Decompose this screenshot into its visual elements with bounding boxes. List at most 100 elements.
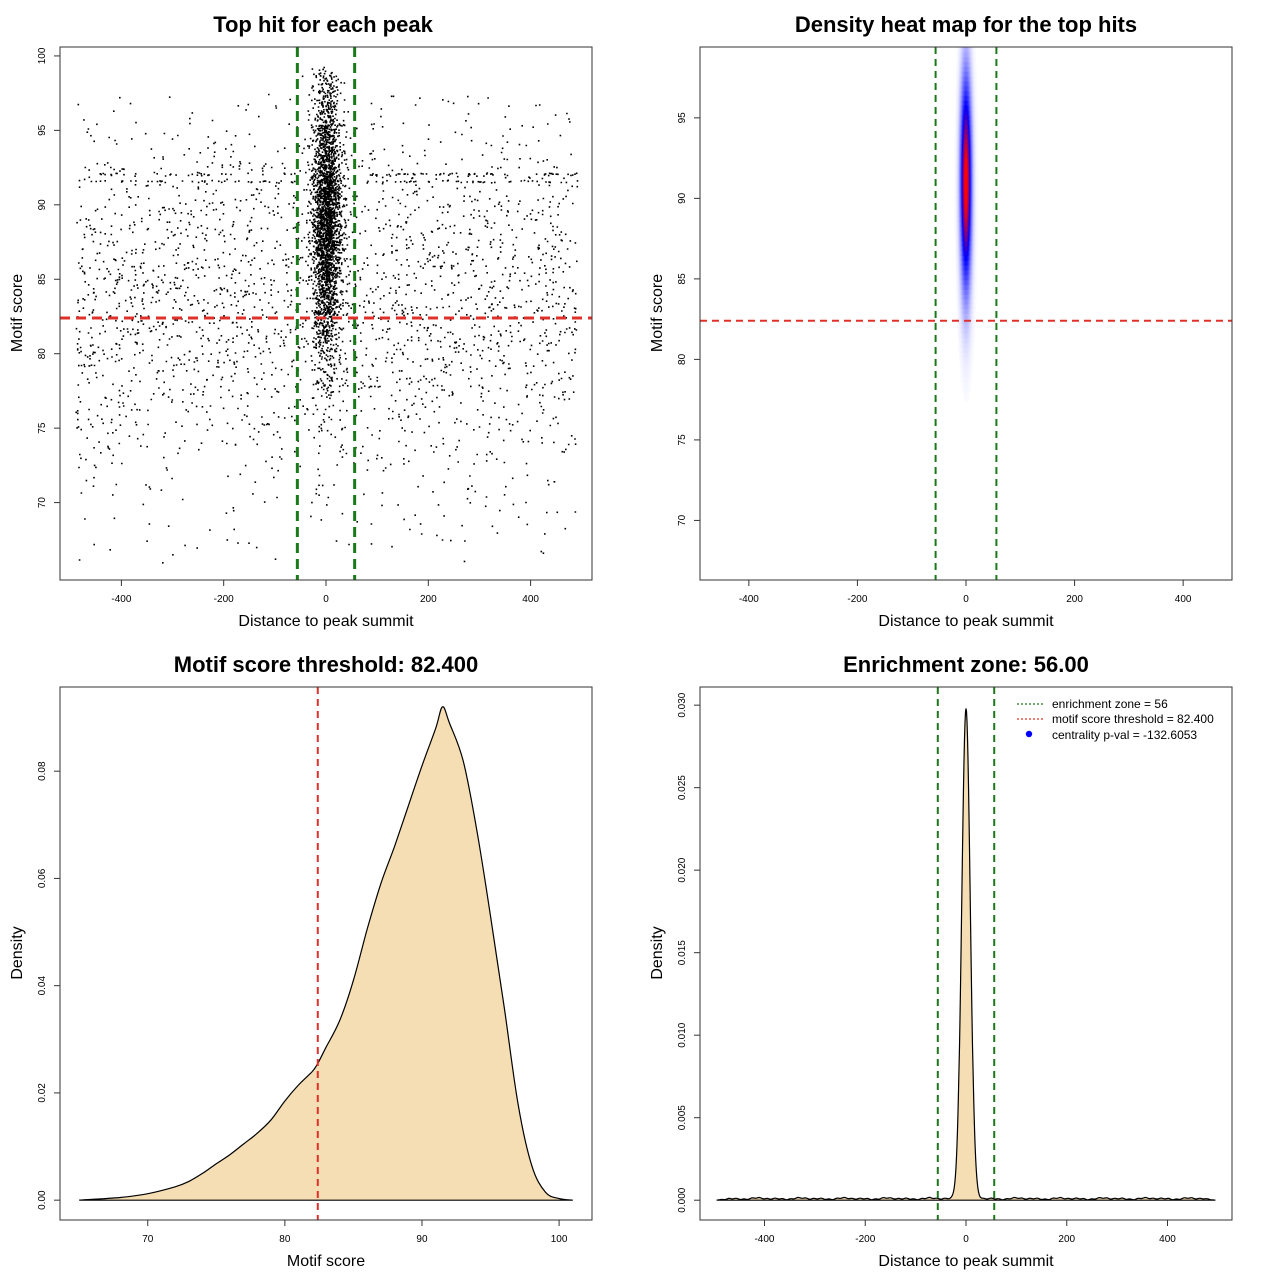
heatmap-cell: [964, 284, 966, 290]
heatmap-cell: [960, 192, 962, 198]
heatmap-cell: [955, 153, 957, 160]
heatmap-cell: [972, 100, 975, 106]
heatmap-cell: [966, 202, 968, 208]
heatmap-cell: [954, 226, 956, 232]
heatmap-cell: [955, 240, 958, 247]
heatmap-cell: [975, 139, 977, 145]
heatmap-cell: [970, 139, 973, 145]
heatmap-cell: [958, 284, 960, 290]
heatmap-cell: [966, 143, 969, 150]
heatmap-cell: [972, 323, 975, 329]
heatmap-cell: [960, 308, 962, 315]
heatmap-cell: [966, 139, 969, 145]
heatmap-cell: [963, 143, 966, 150]
heatmap-cell: [970, 76, 973, 82]
heatmap-cell: [972, 153, 975, 160]
heatmap-cell: [955, 226, 957, 232]
heatmap-cell: [958, 323, 960, 329]
heatmap-cell: [957, 298, 959, 305]
heatmap-cell: [971, 197, 973, 203]
heatmap-cell: [959, 206, 961, 213]
heatmap-cell: [972, 255, 975, 261]
heatmap-cell: [957, 66, 959, 72]
heatmap-cell: [967, 352, 969, 358]
heatmap-cell: [970, 274, 973, 281]
heatmap-cell: [971, 61, 973, 67]
heatmap-cell: [965, 260, 967, 266]
heatmap-cell: [970, 328, 973, 334]
heatmap-cell: [960, 66, 962, 72]
heatmap-cell: [970, 105, 973, 111]
heatmap-cell: [959, 279, 961, 286]
heatmap-cell: [960, 303, 962, 310]
heatmap-cell: [961, 158, 963, 164]
heatmap-cell: [974, 216, 976, 223]
heatmap-cell: [962, 197, 964, 203]
heatmap-cell: [959, 51, 962, 58]
heatmap-cell: [973, 260, 976, 266]
heatmap-cell: [965, 148, 967, 155]
heatmap-cell: [969, 221, 971, 227]
heatmap-cell: [962, 216, 964, 223]
heatmap-cell: [960, 318, 962, 324]
heatmap-cell: [969, 109, 972, 116]
heatmap-cell: [957, 56, 959, 63]
heatmap-cell: [960, 352, 962, 358]
heatmap-cell: [958, 303, 960, 310]
heatmap-cell: [960, 260, 962, 266]
heatmap-cell: [968, 153, 970, 160]
legend-pval-label: centrality p-val = -132.6053: [1052, 728, 1197, 742]
heatmap-cell: [976, 226, 978, 232]
heatmap-cell: [974, 231, 976, 237]
score-density-x-axis: 70 80 90 100: [142, 1219, 568, 1245]
heatmap-cell: [970, 172, 973, 179]
heatmap-cell: [972, 129, 975, 135]
heatmap-cell: [966, 192, 969, 198]
heatmap-cell: [962, 216, 965, 223]
heatmap-cell: [969, 376, 971, 382]
heatmap-cell: [969, 371, 972, 378]
heatmap-cell: [960, 71, 962, 77]
heatmap-cell: [969, 85, 971, 92]
score-density-y-label: Density: [9, 926, 26, 979]
heatmap-cell: [966, 235, 968, 242]
heatmap-cell: [966, 177, 968, 184]
heatmap-cell: [970, 71, 973, 77]
heatmap-cell: [969, 66, 972, 72]
position-density-y-label: Density: [649, 926, 666, 979]
heatmap-cell: [962, 85, 964, 92]
heatmap-cell: [966, 274, 968, 281]
heatmap-cell: [966, 376, 969, 382]
heatmap-cell: [963, 332, 966, 339]
heatmap-cell: [975, 279, 977, 286]
heatmap-cell: [965, 265, 967, 271]
heatmap-cell: [972, 124, 974, 130]
heatmap-cell: [956, 206, 959, 213]
heatmap-cell: [955, 265, 957, 271]
heatmap-cell: [972, 342, 974, 349]
heatmap-cell: [969, 80, 972, 87]
heatmap-cell: [962, 357, 965, 363]
heatmap-cell: [976, 197, 979, 203]
heatmap-cell: [963, 182, 966, 189]
heatmap-cell: [960, 80, 962, 87]
heatmap-cell: [971, 357, 973, 363]
heatmap-cell: [964, 148, 966, 155]
heatmap-cell: [966, 245, 968, 252]
heatmap-cell: [959, 260, 961, 266]
heatmap-cell: [966, 294, 968, 300]
heatmap-cell: [959, 245, 961, 252]
heatmap-cell: [972, 284, 974, 290]
heatmap-cell: [966, 240, 969, 247]
heatmap-cell: [969, 216, 971, 223]
heatmap-cell: [966, 61, 969, 67]
heatmap-cell: [965, 298, 967, 305]
heatmap-cell: [969, 279, 971, 286]
heatmap-cell: [961, 129, 963, 135]
heatmap-cell: [974, 235, 976, 242]
heatmap-cell: [956, 211, 959, 218]
heatmap-cell: [969, 153, 971, 160]
heatmap-cell: [976, 153, 979, 160]
heatmap-cell: [974, 303, 976, 310]
heatmap-cell: [973, 95, 976, 101]
